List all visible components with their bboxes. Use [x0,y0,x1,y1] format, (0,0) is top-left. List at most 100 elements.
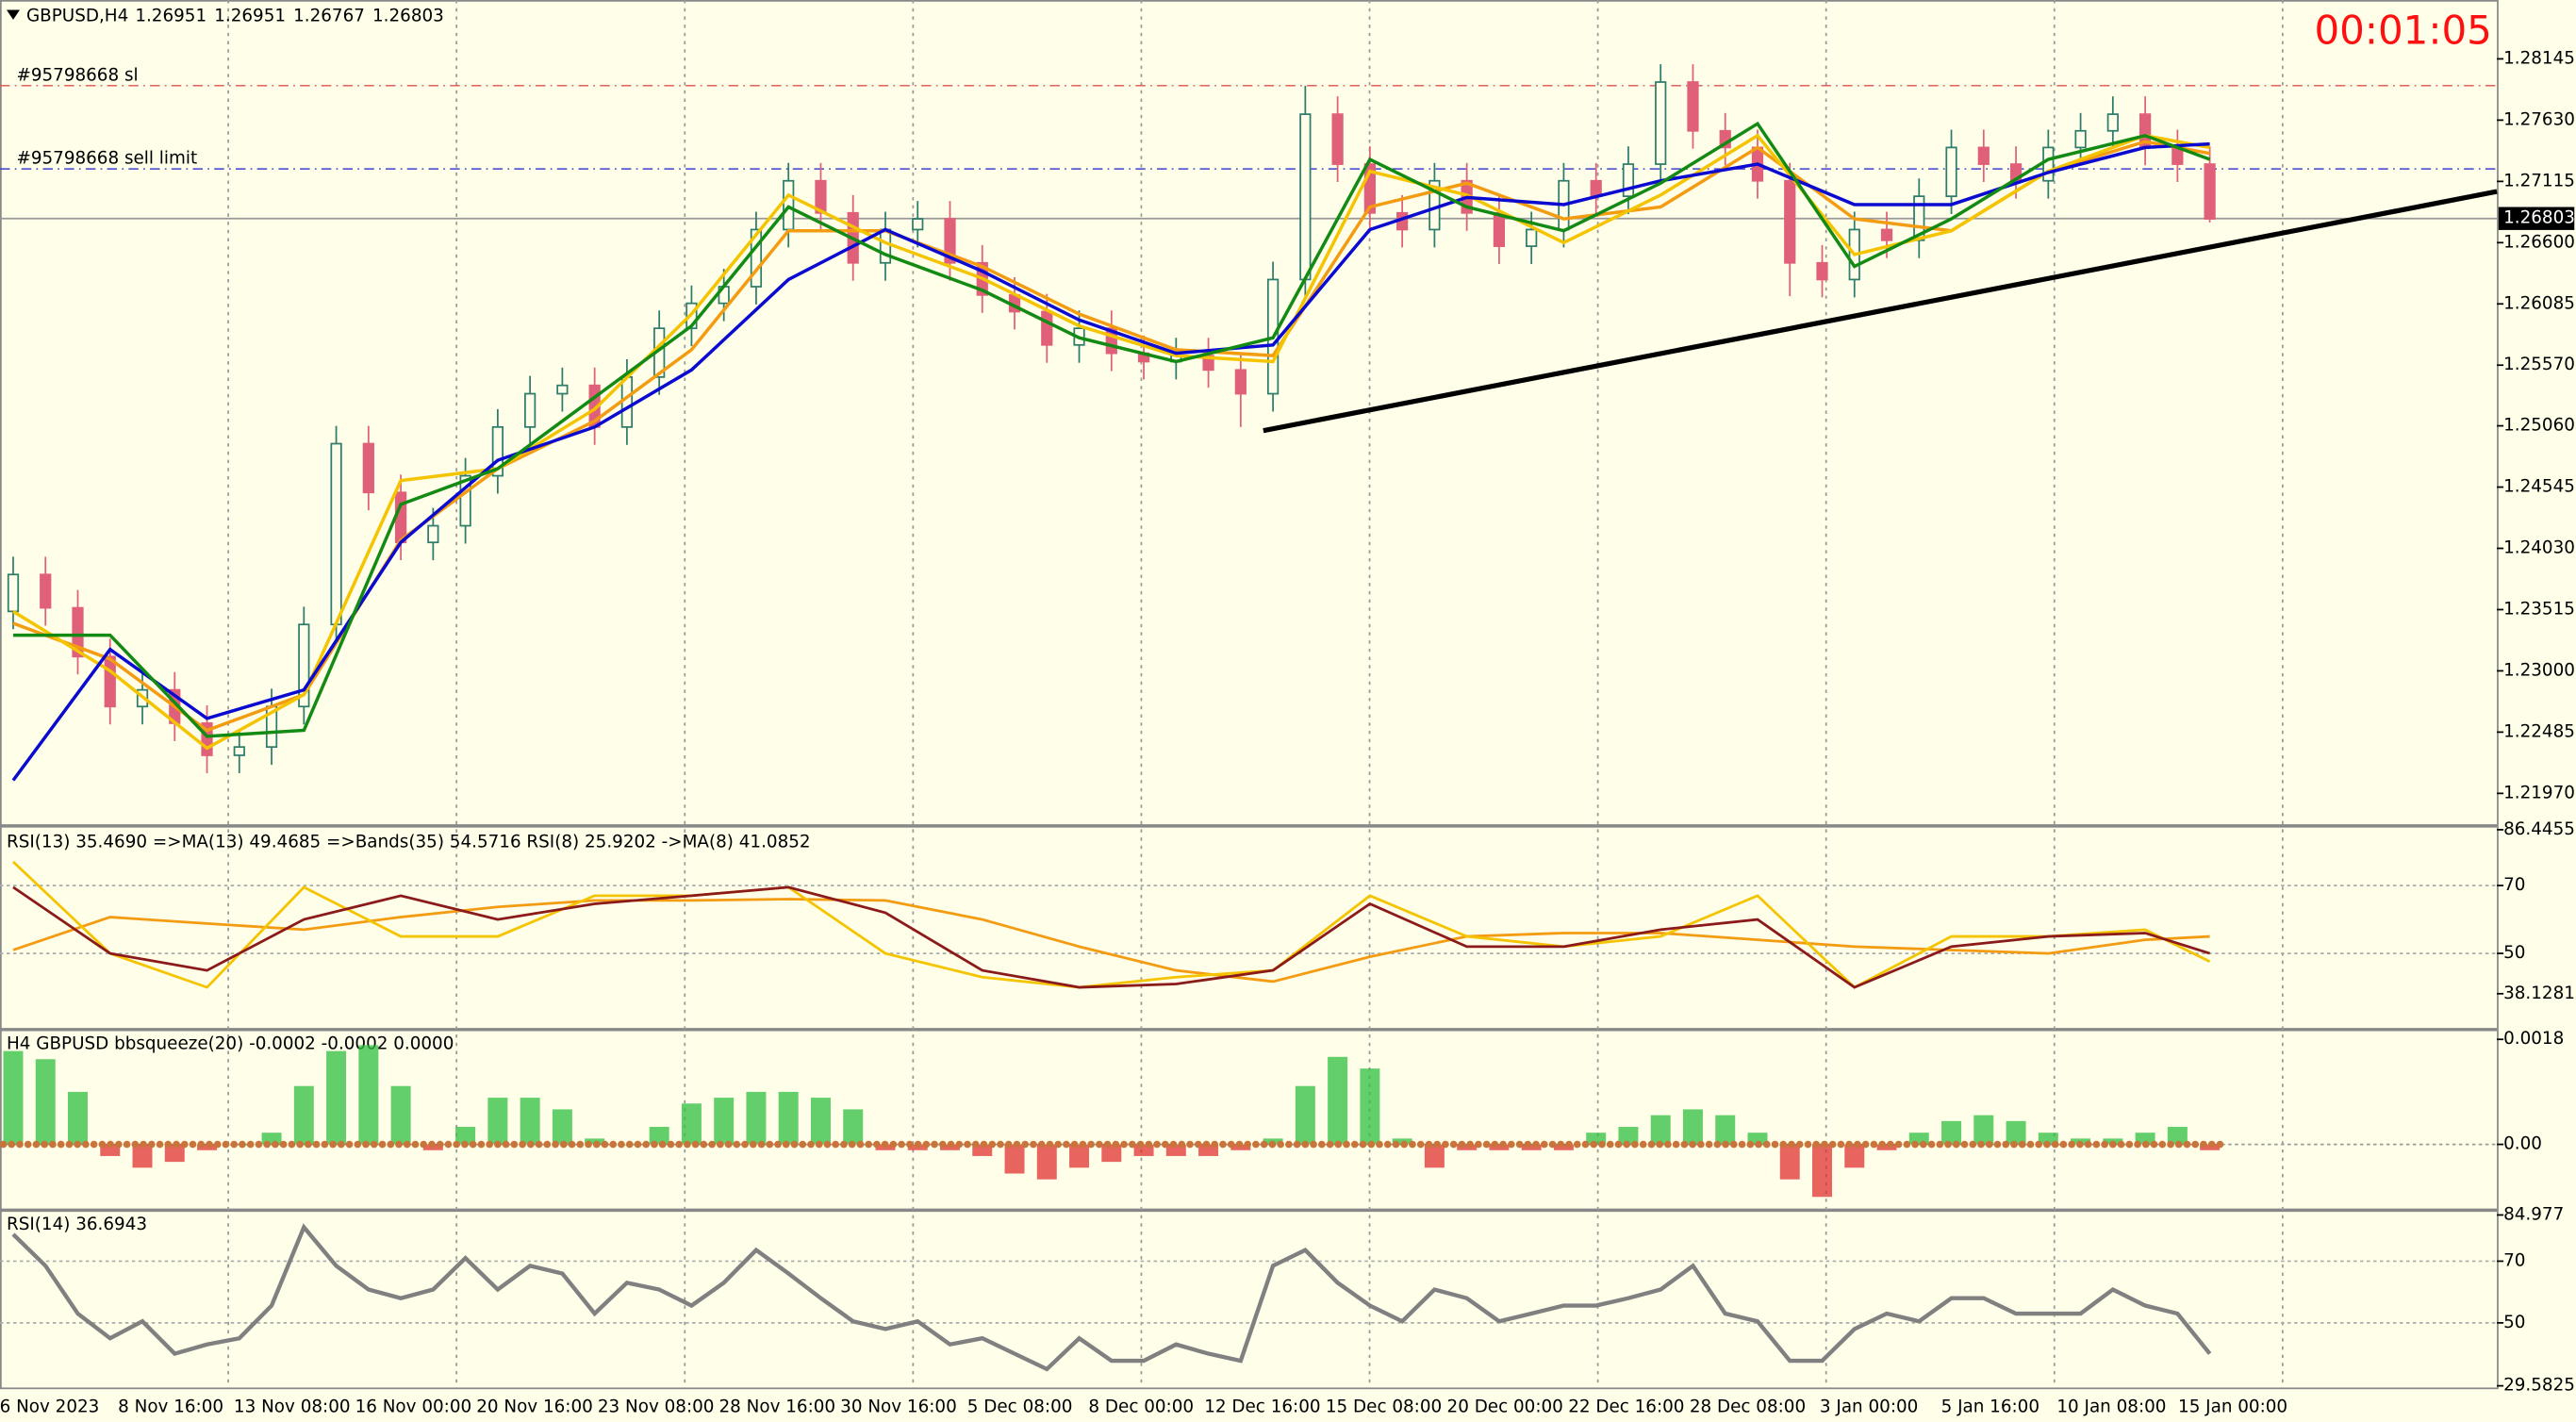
squeeze-dot [931,1140,938,1149]
candle-body [1784,179,1796,264]
squeeze-dot [873,1140,881,1149]
squeeze-dot [1878,1140,1886,1149]
squeeze-dot [230,1140,239,1149]
squeeze-dot [279,1140,288,1149]
squeeze-dot [840,1140,848,1149]
time-label: 8 Dec 00:00 [1088,1397,1194,1416]
squeeze-bar [1779,1144,1800,1180]
squeeze-dot [337,1140,345,1149]
squeeze-dot [1779,1140,1788,1149]
squeeze-dot [658,1140,667,1149]
squeeze-dot [1054,1140,1063,1149]
candle-body [1622,163,1635,198]
squeeze-dot [1482,1140,1491,1149]
candle-body [72,606,84,658]
squeeze-dot [2200,1140,2207,1149]
squeeze-dot [1565,1140,1573,1149]
squeeze-dot [1515,1140,1524,1149]
candle-body [1655,81,1667,165]
squeeze-dot [1293,1140,1301,1149]
squeeze-bar [1941,1120,1962,1145]
moving-average [11,141,2210,782]
squeeze-dot [1037,1140,1046,1149]
squeeze-dot [1244,1140,1252,1149]
squeeze-dot [2191,1140,2200,1149]
squeeze-dot [444,1140,453,1149]
squeeze-dot [1013,1140,1021,1149]
squeeze-dot [2141,1140,2150,1149]
candle-body [1234,369,1247,395]
squeeze-dot [1277,1140,1284,1149]
squeeze-dot [0,1140,8,1149]
squeeze-dot [1128,1140,1136,1149]
squeeze-dot [2167,1140,2174,1149]
indicator-tick-label: 38.1281 [2503,984,2575,1003]
squeeze-dot [576,1140,585,1149]
squeeze-dot [2018,1140,2026,1149]
squeeze-bar [681,1103,702,1145]
rsi14-title: RSI(14) 36.6943 [7,1215,147,1234]
rsi-line [12,885,2211,989]
squeeze-dot [1795,1140,1804,1149]
squeeze-dot [115,1140,123,1149]
squeeze-dot [955,1140,964,1149]
squeeze-dot [213,1140,222,1149]
collapse-icon[interactable] [6,9,20,20]
squeeze-dot [634,1140,642,1149]
squeeze-dot [543,1140,552,1149]
squeeze-dot [98,1140,107,1149]
squeeze-dot [1466,1140,1474,1149]
squeeze-dot [255,1140,263,1149]
squeeze-dot [2125,1140,2134,1149]
squeeze-dot [2117,1140,2125,1149]
squeeze-dot [865,1140,872,1149]
squeeze-dot [1854,1140,1861,1149]
squeeze-dot [1927,1140,1936,1149]
squeeze-dot [1120,1140,1128,1149]
squeeze-dot [1680,1140,1689,1149]
squeeze-dot [815,1140,823,1149]
squeeze-dot [1952,1140,1960,1149]
squeeze-dot [173,1140,180,1149]
price-tick-label: 1.26600 [2503,232,2575,252]
time-label: 10 Jan 08:00 [2056,1397,2166,1416]
trendline [1263,189,2498,434]
squeeze-bar [552,1109,572,1145]
squeeze-dot [1507,1140,1515,1149]
squeeze-dot [724,1140,733,1149]
squeeze-dot [716,1140,724,1149]
squeeze-bar [1747,1133,1768,1145]
squeeze-dot [2035,1140,2043,1149]
squeeze-dot [1326,1140,1334,1149]
price-tick-label: 1.22485 [2503,721,2575,741]
squeeze-dot [1079,1140,1087,1149]
squeeze-dot [1804,1140,1812,1149]
squeeze-dot [898,1140,905,1149]
squeeze-bar [487,1098,508,1145]
squeeze-dot [156,1140,164,1149]
time-label: 22 Dec 16:00 [1568,1397,1684,1416]
indicator-tick-label: 0.0018 [2503,1029,2564,1049]
squeeze-dot [667,1140,675,1149]
squeeze-dot [609,1140,618,1149]
squeeze-bar [1360,1068,1380,1145]
squeeze-dot [24,1140,32,1149]
squeeze-dot [1606,1140,1614,1149]
squeeze-dot [1993,1140,2002,1149]
rsi-line [12,898,2210,984]
squeeze-dot [378,1140,387,1149]
squeeze-dot [1169,1140,1178,1149]
squeeze-dot [1903,1140,1911,1149]
time-label: 6 Nov 2023 [0,1397,99,1416]
squeeze-bar [2135,1133,2155,1145]
ohlc-high: 1.26951 [214,6,286,25]
price-tick-label: 1.21970 [2503,783,2575,802]
squeeze-dot [82,1140,90,1149]
squeeze-dot [733,1140,741,1149]
candle-body [879,228,892,264]
squeeze-dot [1268,1140,1277,1149]
moving-average [12,121,2211,738]
squeeze-dot [1828,1140,1837,1149]
